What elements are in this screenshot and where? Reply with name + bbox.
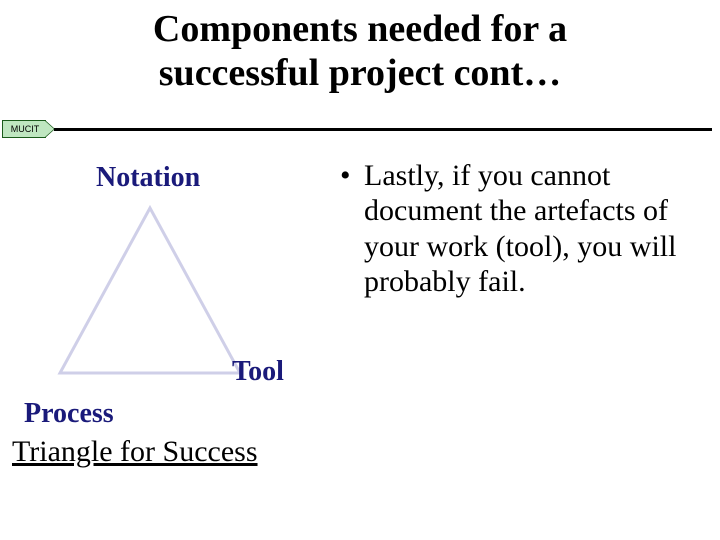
bullet-marker: • <box>340 158 364 300</box>
triangle-vertex-notation: Notation <box>96 162 200 194</box>
list-item: • Lastly, if you cannot document the art… <box>340 158 708 300</box>
slide-body: Notation Tool Process Triangle for Succe… <box>0 148 720 540</box>
triangle-shape <box>60 208 240 373</box>
title-line-1: Components needed for a <box>153 8 567 50</box>
mucit-badge-arrow <box>45 121 54 137</box>
title-line-2: successful project cont… <box>159 52 561 94</box>
bullet-list: • Lastly, if you cannot document the art… <box>340 158 708 300</box>
horizontal-rule <box>54 128 712 131</box>
header-rule: MUCIT <box>0 118 720 142</box>
diagram-caption: Triangle for Success <box>12 435 258 469</box>
triangle-vertex-tool: Tool <box>232 356 284 388</box>
mucit-badge: MUCIT <box>2 120 46 138</box>
triangle-diagram <box>50 198 250 388</box>
triangle-vertex-process: Process <box>24 398 114 430</box>
slide-title: Components needed for a successful proje… <box>0 0 720 95</box>
bullet-text: Lastly, if you cannot document the artef… <box>364 158 708 300</box>
